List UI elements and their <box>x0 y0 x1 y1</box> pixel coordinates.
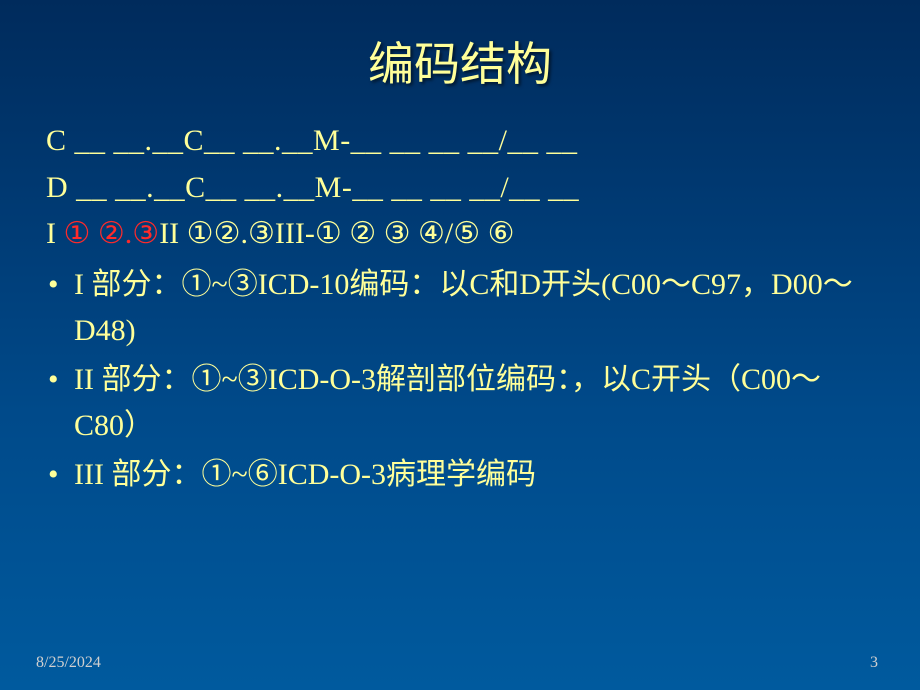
code-pattern-numbered: I ① ②.③II ①②.③III-① ② ③ ④/⑤ ⑥ <box>46 211 880 258</box>
line3-suffix: II ①②.③III-① ② ③ ④/⑤ ⑥ <box>159 217 514 250</box>
slide-title: 编码结构 <box>0 0 920 118</box>
list-item: III 部分：①~⑥ICD-O-3病理学编码 <box>46 452 880 499</box>
slide-body: C __ __.__C__ __.__M-__ __ __ __/__ __ D… <box>0 118 920 498</box>
bullet-list: I 部分：①~③ICD-10编码：以C和D开头(C00～C97，D00～D48)… <box>46 262 880 499</box>
footer-date: 8/25/2024 <box>36 654 101 672</box>
code-pattern-d: D __ __.__C__ __.__M-__ __ __ __/__ __ <box>46 165 880 212</box>
footer-page-number: 3 <box>870 654 878 672</box>
list-item: I 部分：①~③ICD-10编码：以C和D开头(C00～C97，D00～D48) <box>46 262 880 355</box>
list-item: II 部分：①~③ICD-O-3解剖部位编码：，以C开头（C00～C80） <box>46 357 880 450</box>
code-pattern-c: C __ __.__C__ __.__M-__ __ __ __/__ __ <box>46 118 880 165</box>
line3-highlighted: ① ②.③ <box>64 217 160 250</box>
line3-prefix: I <box>46 217 64 250</box>
